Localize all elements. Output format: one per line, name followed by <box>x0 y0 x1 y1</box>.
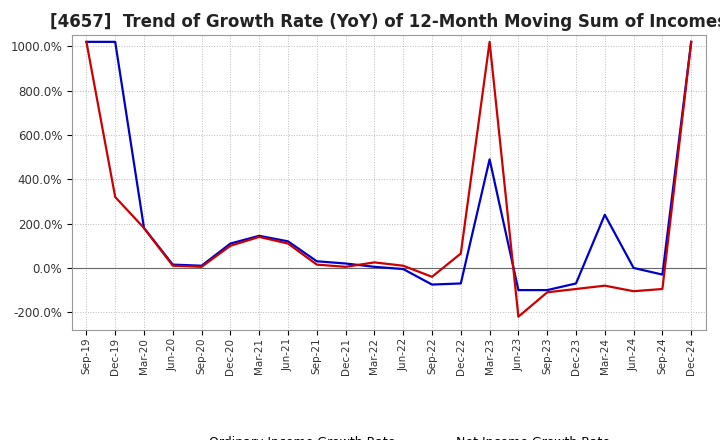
Ordinary Income Growth Rate <box>658 272 667 277</box>
Ordinary Income Growth Rate <box>456 281 465 286</box>
Legend: Ordinary Income Growth Rate, Net Income Growth Rate: Ordinary Income Growth Rate, Net Income … <box>163 431 615 440</box>
Net Income Growth Rate <box>399 263 408 268</box>
Ordinary Income Growth Rate <box>111 39 120 44</box>
Net Income Growth Rate <box>370 260 379 265</box>
Net Income Growth Rate <box>341 264 350 269</box>
Ordinary Income Growth Rate <box>428 282 436 287</box>
Ordinary Income Growth Rate <box>370 264 379 269</box>
Net Income Growth Rate <box>543 290 552 295</box>
Ordinary Income Growth Rate <box>312 259 321 264</box>
Ordinary Income Growth Rate <box>168 262 177 267</box>
Net Income Growth Rate <box>600 283 609 288</box>
Ordinary Income Growth Rate <box>197 263 206 268</box>
Net Income Growth Rate <box>312 262 321 267</box>
Ordinary Income Growth Rate <box>399 266 408 271</box>
Net Income Growth Rate <box>456 251 465 256</box>
Ordinary Income Growth Rate <box>140 225 148 231</box>
Title: [4657]  Trend of Growth Rate (YoY) of 12-Month Moving Sum of Incomes: [4657] Trend of Growth Rate (YoY) of 12-… <box>50 13 720 31</box>
Net Income Growth Rate <box>111 194 120 200</box>
Net Income Growth Rate <box>197 264 206 269</box>
Ordinary Income Growth Rate <box>600 212 609 217</box>
Net Income Growth Rate <box>485 39 494 44</box>
Net Income Growth Rate <box>572 286 580 292</box>
Net Income Growth Rate <box>82 39 91 44</box>
Net Income Growth Rate <box>428 274 436 279</box>
Ordinary Income Growth Rate <box>572 281 580 286</box>
Net Income Growth Rate <box>658 286 667 292</box>
Net Income Growth Rate <box>514 314 523 319</box>
Ordinary Income Growth Rate <box>629 265 638 271</box>
Net Income Growth Rate <box>140 225 148 231</box>
Ordinary Income Growth Rate <box>687 39 696 44</box>
Net Income Growth Rate <box>226 243 235 249</box>
Net Income Growth Rate <box>629 289 638 294</box>
Ordinary Income Growth Rate <box>82 39 91 44</box>
Net Income Growth Rate <box>284 241 292 246</box>
Ordinary Income Growth Rate <box>284 238 292 244</box>
Line: Net Income Growth Rate: Net Income Growth Rate <box>86 42 691 317</box>
Ordinary Income Growth Rate <box>485 157 494 162</box>
Ordinary Income Growth Rate <box>226 241 235 246</box>
Ordinary Income Growth Rate <box>341 261 350 266</box>
Net Income Growth Rate <box>255 234 264 239</box>
Ordinary Income Growth Rate <box>514 287 523 293</box>
Ordinary Income Growth Rate <box>543 287 552 293</box>
Net Income Growth Rate <box>168 263 177 268</box>
Ordinary Income Growth Rate <box>255 233 264 238</box>
Net Income Growth Rate <box>687 39 696 44</box>
Line: Ordinary Income Growth Rate: Ordinary Income Growth Rate <box>86 42 691 290</box>
